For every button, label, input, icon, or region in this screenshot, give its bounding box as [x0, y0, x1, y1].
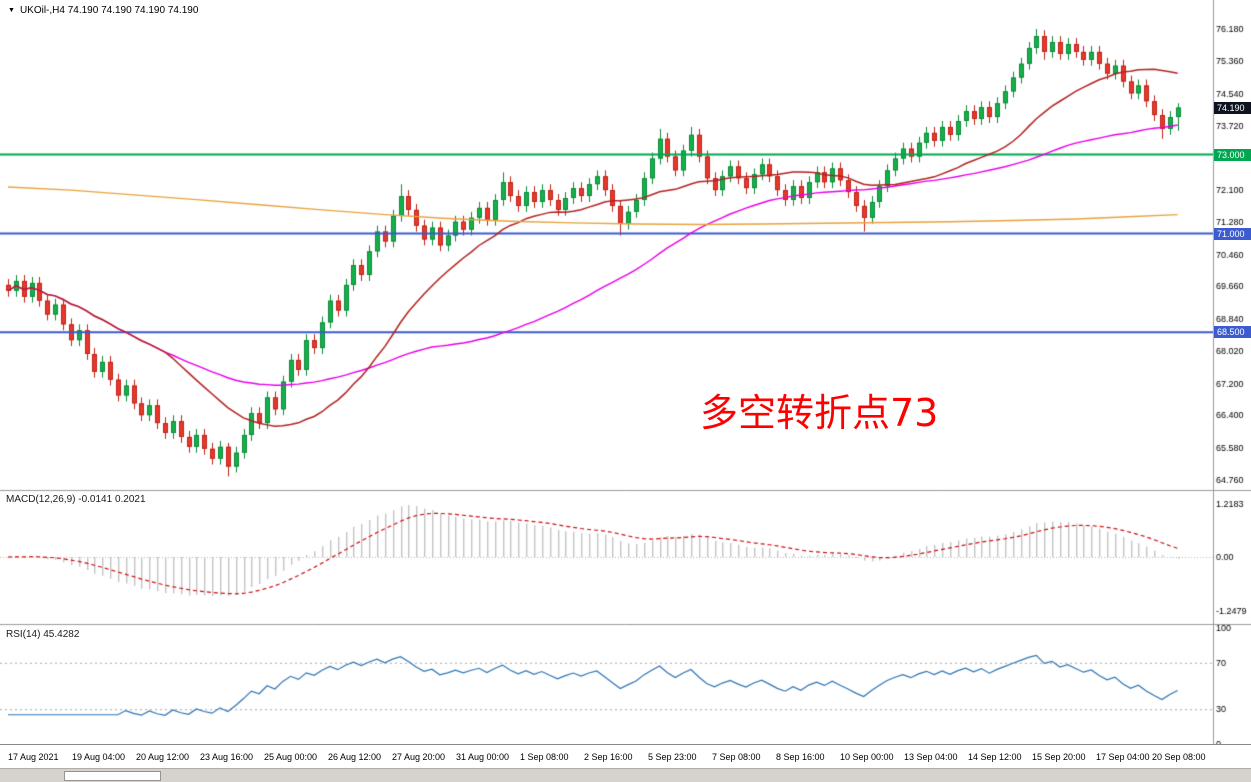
time-label: 26 Aug 12:00	[328, 752, 382, 762]
time-label: 20 Sep 08:00	[1152, 752, 1206, 762]
time-label: 7 Sep 08:00	[712, 752, 761, 762]
h-scrollbar[interactable]	[0, 768, 1251, 782]
time-label: 8 Sep 16:00	[776, 752, 825, 762]
time-label: 27 Aug 20:00	[392, 752, 446, 762]
chart-title-bar: ▼ UKOil-,H4 74.190 74.190 74.190 74.190	[8, 5, 198, 16]
time-label: 15 Sep 20:00	[1032, 752, 1086, 762]
level-tag-73-000: 73.000	[1214, 149, 1251, 161]
symbol-dropdown-icon[interactable]: ▼	[8, 6, 15, 14]
time-label: 20 Aug 12:00	[136, 752, 190, 762]
time-label: 17 Aug 2021	[8, 752, 59, 762]
time-label: 1 Sep 08:00	[520, 752, 569, 762]
time-label: 17 Sep 04:00	[1096, 752, 1150, 762]
time-label: 31 Aug 00:00	[456, 752, 510, 762]
time-label: 13 Sep 04:00	[904, 752, 958, 762]
macd-indicator-label: MACD(12,26,9) -0.0141 0.2021	[6, 494, 146, 505]
current-price-tag: 74.190	[1214, 102, 1251, 114]
time-label: 19 Aug 04:00	[72, 752, 126, 762]
time-label: 25 Aug 00:00	[264, 752, 318, 762]
level-tag-68-500: 68.500	[1214, 326, 1251, 338]
time-label: 5 Sep 23:00	[648, 752, 697, 762]
time-label: 10 Sep 00:00	[840, 752, 894, 762]
scrollbar-thumb[interactable]	[64, 771, 161, 781]
rsi-indicator-label: RSI(14) 45.4282	[6, 629, 80, 640]
time-label: 14 Sep 12:00	[968, 752, 1022, 762]
time-label: 2 Sep 16:00	[584, 752, 633, 762]
symbol-ohlc-title: UKOil-,H4 74.190 74.190 74.190 74.190	[19, 5, 199, 16]
level-tag-71-000: 71.000	[1214, 228, 1251, 240]
time-label: 23 Aug 16:00	[200, 752, 254, 762]
annotation-text[interactable]: 多空转折点73	[700, 391, 939, 435]
time-axis[interactable]: 17 Aug 2021 19 Aug 04:00 20 Aug 12:00 23 Au…	[0, 744, 1251, 768]
chart-canvas[interactable]	[0, 0, 1251, 744]
